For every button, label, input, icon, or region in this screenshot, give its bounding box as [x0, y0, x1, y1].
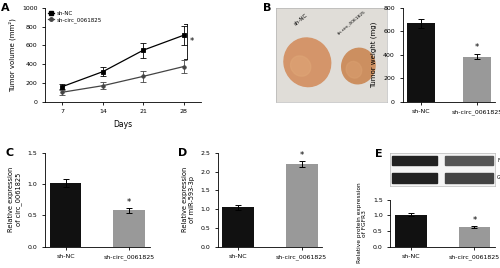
- Y-axis label: Tumor volume (mm²): Tumor volume (mm²): [9, 18, 16, 92]
- X-axis label: Days: Days: [114, 120, 132, 129]
- Bar: [286, 164, 318, 247]
- Text: GAPDH: GAPDH: [497, 176, 500, 180]
- Text: D: D: [178, 148, 187, 158]
- Bar: [222, 207, 254, 247]
- Text: *: *: [472, 216, 476, 225]
- Ellipse shape: [284, 38, 331, 87]
- Y-axis label: Relative expression
of miR-593-3p: Relative expression of miR-593-3p: [182, 167, 194, 232]
- Text: sh-NC: sh-NC: [293, 13, 308, 27]
- Bar: [458, 227, 490, 247]
- Ellipse shape: [290, 56, 311, 76]
- Ellipse shape: [342, 48, 375, 84]
- Y-axis label: Relative expression
of circ_0061825: Relative expression of circ_0061825: [8, 167, 22, 232]
- Text: *: *: [127, 198, 131, 207]
- Y-axis label: Relative protein expression
of FGFR3: Relative protein expression of FGFR3: [356, 183, 368, 263]
- Text: FGFR3: FGFR3: [497, 158, 500, 163]
- Text: A: A: [2, 3, 10, 13]
- Bar: [392, 156, 438, 165]
- Bar: [392, 173, 438, 183]
- Text: B: B: [263, 3, 272, 13]
- Bar: [463, 57, 491, 102]
- Bar: [50, 183, 82, 247]
- Ellipse shape: [346, 61, 362, 78]
- Text: sh-circ_0061825: sh-circ_0061825: [336, 9, 367, 35]
- Bar: [445, 173, 493, 183]
- Legend: sh-NC, sh-circ_0061825: sh-NC, sh-circ_0061825: [48, 11, 102, 23]
- Text: *: *: [190, 37, 194, 46]
- Y-axis label: Tumor weight (mg): Tumor weight (mg): [371, 22, 378, 88]
- Text: *: *: [300, 151, 304, 160]
- Bar: [406, 23, 434, 102]
- Text: *: *: [474, 43, 479, 52]
- Text: C: C: [5, 148, 14, 158]
- Bar: [113, 210, 145, 247]
- Text: E: E: [374, 149, 382, 159]
- Bar: [445, 156, 493, 165]
- Bar: [395, 215, 427, 247]
